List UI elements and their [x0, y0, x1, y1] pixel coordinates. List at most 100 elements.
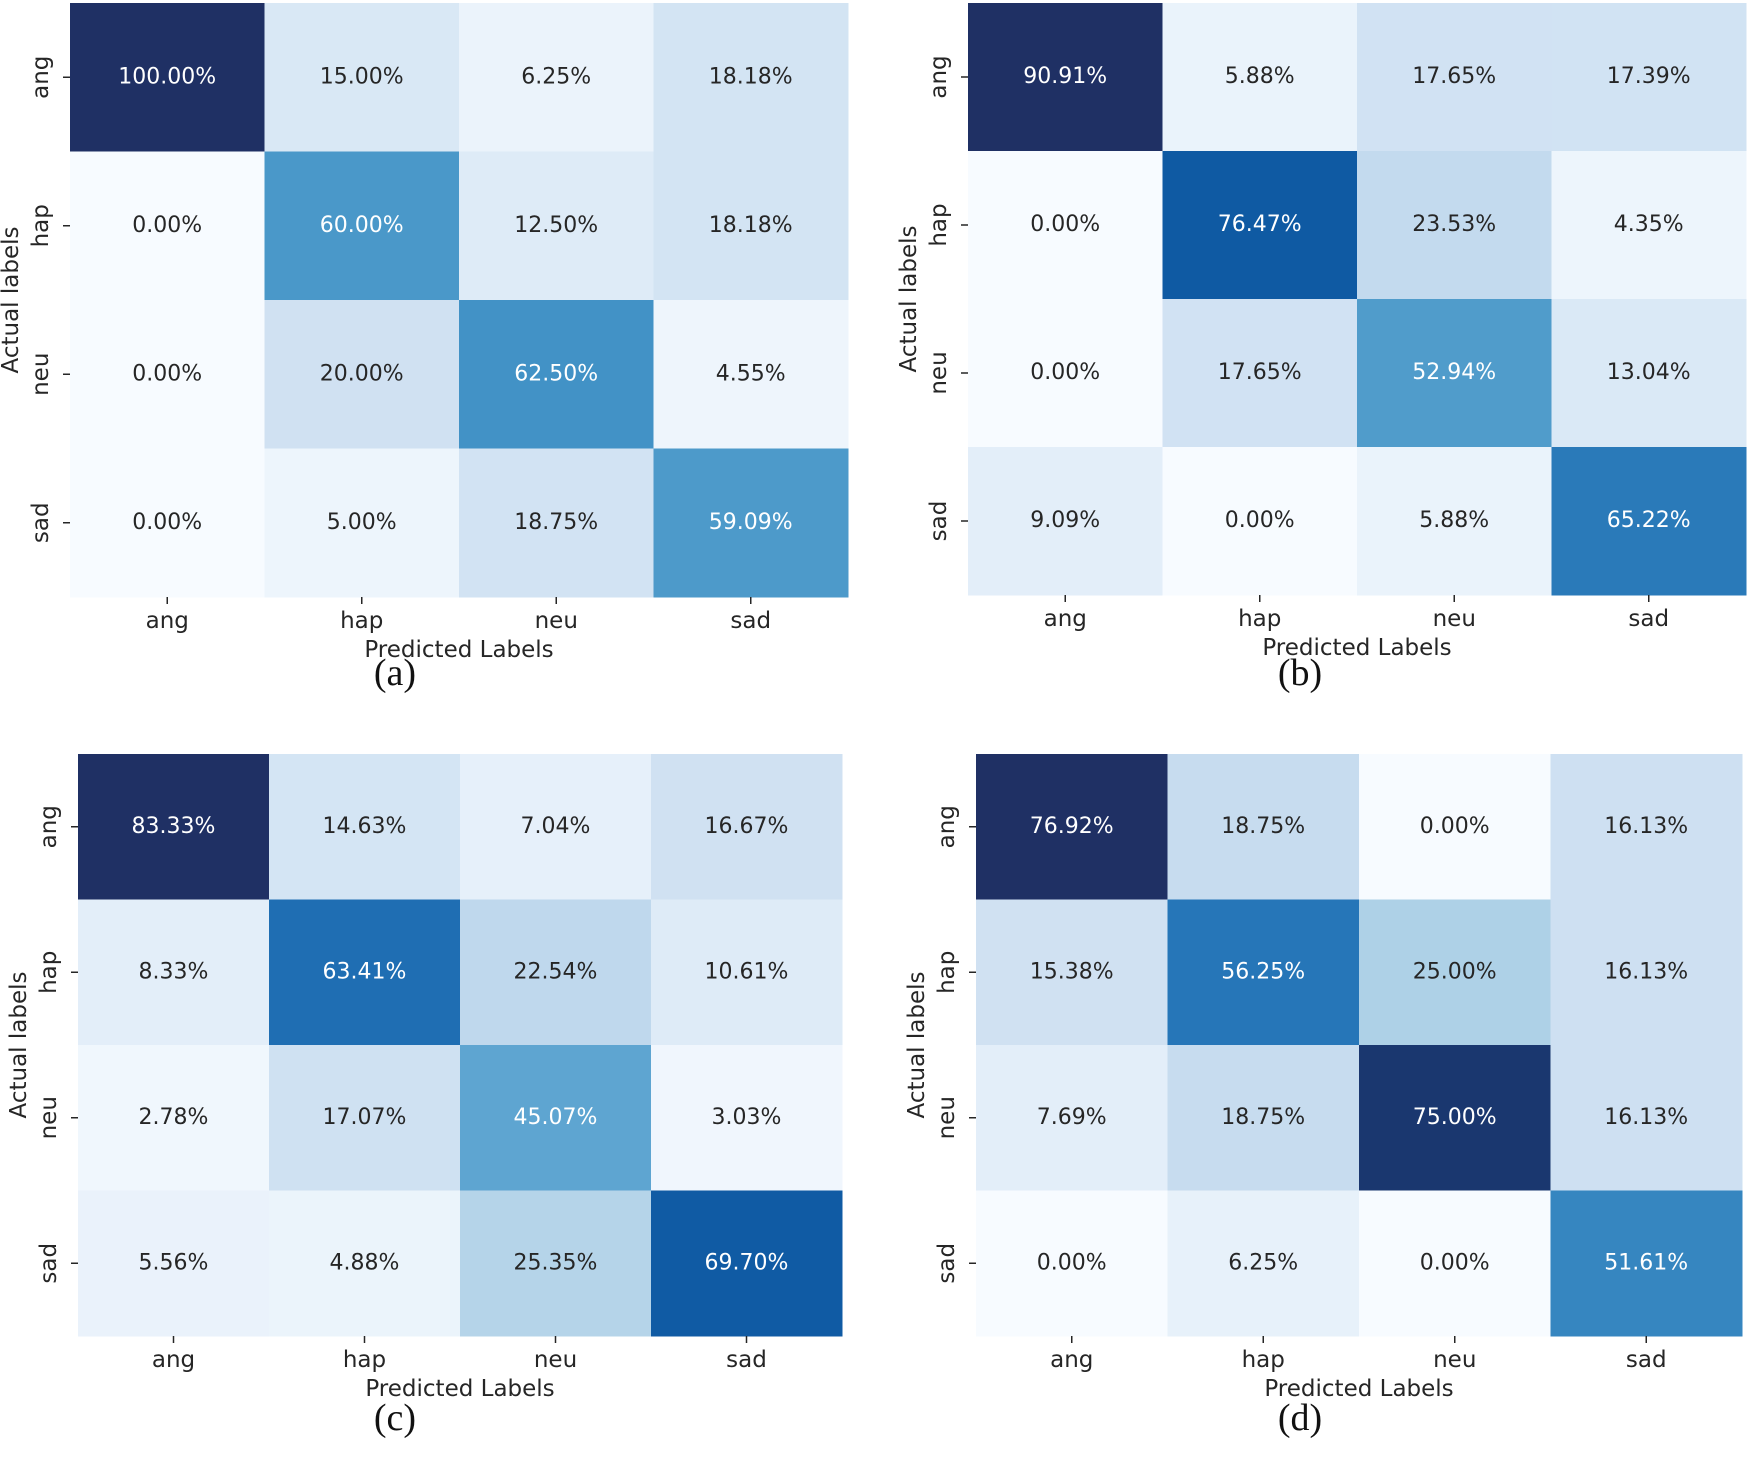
- cell-label-ang-neu: 6.25%: [521, 64, 591, 89]
- cell-neu-sad: [1550, 1045, 1743, 1191]
- x-tick-label-neu: neu: [534, 1347, 577, 1373]
- cell-label-sad-neu: 18.75%: [514, 510, 598, 535]
- caption-c: (c): [373, 1397, 417, 1439]
- cell-sad-hap: [1162, 447, 1358, 596]
- cell-sad-ang: [968, 447, 1163, 596]
- cell-sad-sad: [653, 448, 849, 598]
- y-tick-label-ang: ang: [926, 55, 952, 98]
- cell-label-neu-sad: 13.04%: [1607, 360, 1691, 385]
- cell-hap-ang: [968, 151, 1163, 300]
- cell-hap-sad: [1551, 151, 1747, 300]
- cell-sad-hap: [1167, 1190, 1360, 1337]
- cell-label-neu-sad: 3.03%: [712, 1105, 782, 1130]
- y-tick-label-ang: ang: [36, 805, 62, 848]
- confusion-matrix-a: 100.00% 15.00% 6.25% 18.18% 0.00% 60.00% 12.50…: [0, 3, 849, 663]
- cell-label-neu-hap: 18.75%: [1221, 1105, 1305, 1130]
- cell-neu-ang: [70, 300, 265, 449]
- cell-ang-ang: [70, 3, 265, 152]
- cell-label-hap-ang: 8.33%: [139, 959, 209, 984]
- cell-label-ang-sad: 16.13%: [1604, 814, 1688, 839]
- cell-label-hap-neu: 25.00%: [1413, 959, 1497, 984]
- y-axis-label: Actual labels: [0, 227, 24, 374]
- cell-label-hap-sad: 16.13%: [1604, 959, 1688, 984]
- y-tick-label-neu: neu: [28, 353, 54, 396]
- x-tick-label-neu: neu: [1433, 1347, 1476, 1373]
- cell-neu-neu: [1359, 1045, 1551, 1191]
- cell-label-ang-hap: 14.63%: [323, 814, 407, 839]
- cell-label-ang-ang: 76.92%: [1030, 814, 1114, 839]
- y-axis-label: Actual labels: [6, 972, 32, 1119]
- cell-label-ang-ang: 100.00%: [118, 64, 216, 89]
- y-tick-label-sad: sad: [28, 502, 54, 543]
- cell-label-sad-sad: 65.22%: [1607, 508, 1691, 533]
- cell-neu-hap: [269, 1045, 461, 1191]
- cell-hap-neu: [1359, 899, 1551, 1046]
- cell-label-neu-ang: 0.00%: [1030, 360, 1100, 385]
- x-tick-label-ang: ang: [146, 608, 189, 634]
- x-tick-label-sad: sad: [730, 608, 771, 634]
- cell-ang-hap: [264, 3, 460, 152]
- cell-ang-neu: [460, 754, 652, 900]
- y-tick-label-neu: neu: [926, 351, 952, 394]
- cell-neu-neu: [1357, 299, 1552, 448]
- cell-label-sad-neu: 25.35%: [514, 1250, 598, 1275]
- cell-label-neu-ang: 0.00%: [132, 361, 202, 386]
- x-axis-label: Predicted Labels: [1262, 635, 1451, 661]
- cell-hap-hap: [269, 899, 461, 1046]
- cell-label-sad-hap: 5.00%: [327, 510, 397, 535]
- y-tick-label-neu: neu: [36, 1096, 62, 1139]
- cell-label-hap-neu: 23.53%: [1412, 212, 1496, 237]
- y-tick-label-hap: hap: [36, 951, 62, 994]
- confusion-matrix-d: 76.92% 18.75% 0.00% 16.13% 15.38% 56.25% 25.00…: [904, 754, 1743, 1402]
- y-tick-label-sad: sad: [926, 501, 952, 542]
- y-tick-label-sad: sad: [36, 1243, 62, 1284]
- x-tick-label-sad: sad: [1628, 606, 1669, 632]
- cell-hap-sad: [653, 151, 849, 301]
- cell-neu-sad: [1551, 299, 1747, 448]
- cell-hap-ang: [78, 899, 270, 1046]
- x-tick-label-neu: neu: [535, 608, 578, 634]
- y-tick-label-ang: ang: [934, 805, 960, 848]
- cell-sad-neu: [459, 448, 654, 598]
- x-axis-label: Predicted Labels: [365, 1376, 554, 1402]
- cell-ang-neu: [1357, 3, 1552, 152]
- cell-neu-neu: [460, 1045, 652, 1191]
- y-tick-label-sad: sad: [934, 1243, 960, 1284]
- x-tick-label-sad: sad: [726, 1347, 767, 1373]
- cell-sad-hap: [264, 448, 460, 598]
- confusion-matrix-b: 90.91% 5.88% 17.65% 17.39% 0.00% 76.47% 23.53%…: [896, 3, 1747, 661]
- cell-label-neu-hap: 17.65%: [1218, 360, 1302, 385]
- cell-label-ang-neu: 7.04%: [521, 814, 591, 839]
- cell-label-sad-hap: 0.00%: [1225, 508, 1295, 533]
- cell-neu-hap: [264, 300, 460, 449]
- y-axis-label: Actual labels: [896, 226, 922, 373]
- cell-hap-hap: [1167, 899, 1360, 1046]
- cell-label-sad-hap: 4.88%: [330, 1250, 400, 1275]
- x-axis-label: Predicted Labels: [1264, 1376, 1453, 1402]
- cell-ang-sad: [1551, 3, 1747, 152]
- cell-label-ang-neu: 0.00%: [1420, 814, 1490, 839]
- cell-sad-neu: [460, 1190, 652, 1337]
- cell-ang-ang: [976, 754, 1168, 900]
- cell-neu-ang: [78, 1045, 270, 1191]
- cell-neu-sad: [651, 1045, 843, 1191]
- x-tick-label-hap: hap: [343, 1347, 386, 1373]
- cell-label-sad-hap: 6.25%: [1228, 1250, 1298, 1275]
- cell-hap-hap: [1162, 151, 1358, 300]
- cell-label-hap-hap: 63.41%: [323, 959, 407, 984]
- cell-neu-ang: [968, 299, 1163, 448]
- cell-sad-sad: [1551, 447, 1747, 596]
- cell-neu-hap: [1167, 1045, 1360, 1191]
- cell-sad-neu: [1357, 447, 1552, 596]
- cell-label-ang-hap: 5.88%: [1225, 64, 1295, 89]
- y-axis-label: Actual labels: [904, 972, 930, 1119]
- y-tick-label-hap: hap: [934, 951, 960, 994]
- cell-label-sad-neu: 5.88%: [1419, 508, 1489, 533]
- caption-b: (b): [1277, 652, 1323, 694]
- cell-sad-ang: [78, 1190, 270, 1337]
- cell-neu-ang: [976, 1045, 1168, 1191]
- y-tick-label-hap: hap: [28, 204, 54, 247]
- y-tick-label-hap: hap: [926, 203, 952, 246]
- cell-label-ang-ang: 90.91%: [1023, 64, 1107, 89]
- cell-ang-hap: [1167, 754, 1360, 900]
